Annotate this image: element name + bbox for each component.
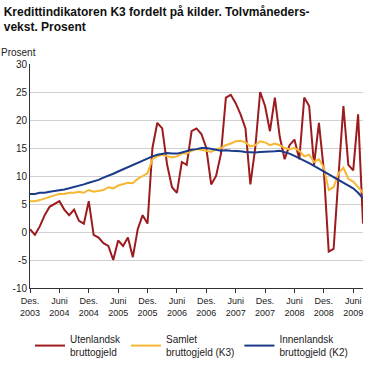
svg-text:30: 30 — [16, 59, 28, 70]
svg-text:Kredittindikatoren K3 fordelt: Kredittindikatoren K3 fordelt på kilder.… — [4, 5, 310, 35]
svg-text:5: 5 — [21, 199, 27, 210]
svg-text:Des.2006: Des.2006 — [196, 296, 216, 318]
svg-text:Des.2007: Des.2007 — [255, 296, 275, 318]
svg-text:Juni2004: Juni2004 — [49, 296, 69, 318]
svg-text:25: 25 — [16, 87, 28, 98]
svg-text:Utenlandskbruttogjeld: Utenlandskbruttogjeld — [70, 334, 121, 358]
svg-text:-10: -10 — [13, 283, 28, 294]
svg-text:Des.2004: Des.2004 — [79, 296, 99, 318]
svg-text:Juni2006: Juni2006 — [167, 296, 187, 318]
svg-text:-5: -5 — [18, 255, 27, 266]
svg-text:15: 15 — [16, 143, 28, 154]
svg-text:0: 0 — [21, 227, 27, 238]
svg-text:Des.2003: Des.2003 — [20, 296, 40, 318]
svg-text:Juni2007: Juni2007 — [226, 296, 246, 318]
svg-text:10: 10 — [16, 171, 28, 182]
svg-text:Juni2008: Juni2008 — [284, 296, 304, 318]
svg-text:Samletbruttogjeld (K3): Samletbruttogjeld (K3) — [166, 334, 234, 358]
svg-text:Juni2005: Juni2005 — [108, 296, 128, 318]
svg-text:Des.2005: Des.2005 — [138, 296, 158, 318]
svg-text:Des.2008: Des.2008 — [314, 296, 334, 318]
svg-text:Innenlandskbruttogjeld (K2): Innenlandskbruttogjeld (K2) — [279, 334, 347, 358]
svg-text:20: 20 — [16, 115, 28, 126]
svg-text:Juni2009: Juni2009 — [343, 296, 363, 318]
svg-text:Prosent: Prosent — [1, 47, 36, 58]
